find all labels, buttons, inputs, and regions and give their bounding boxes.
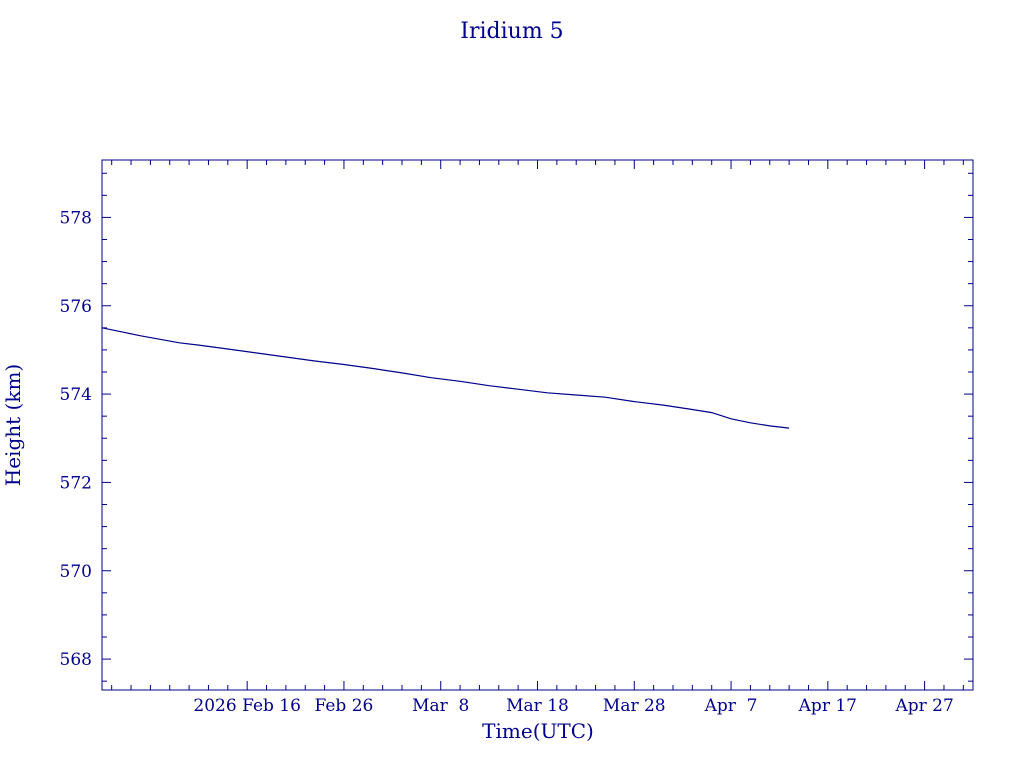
y-axis: 568 570 572 574 576 578 — [60, 172, 973, 682]
y-tick-label: 574 — [60, 385, 92, 405]
x-tick-label: Mar 28 — [603, 696, 666, 716]
y-tick-label: 570 — [60, 562, 92, 582]
x-tick-label: Mar 18 — [506, 696, 569, 716]
y-axis-label: Height (km) — [1, 364, 25, 486]
chart-title: Iridium 5 — [460, 19, 563, 44]
height-series-line — [101, 327, 790, 429]
y-tick-label: 576 — [60, 297, 92, 317]
x-tick-label: Apr 27 — [894, 696, 953, 716]
x-tick-label: 2026 Feb 16 — [193, 696, 301, 716]
x-tick-label: Apr 7 — [704, 696, 758, 716]
plot-frame — [101, 159, 974, 691]
x-axis-label: Time(UTC) — [482, 719, 594, 743]
y-tick-label: 568 — [60, 650, 92, 670]
y-tick-label: 578 — [60, 208, 92, 228]
x-tick-label: Apr 17 — [798, 696, 857, 716]
y-tick-label: 572 — [60, 473, 92, 493]
x-tick-label: Mar 8 — [412, 696, 469, 716]
x-tick-label: Feb 26 — [315, 696, 374, 716]
x-axis: 2026 Feb 16 Feb 26 Mar 8 Mar 18 Mar 28 Apr 7 A… — [111, 160, 964, 716]
